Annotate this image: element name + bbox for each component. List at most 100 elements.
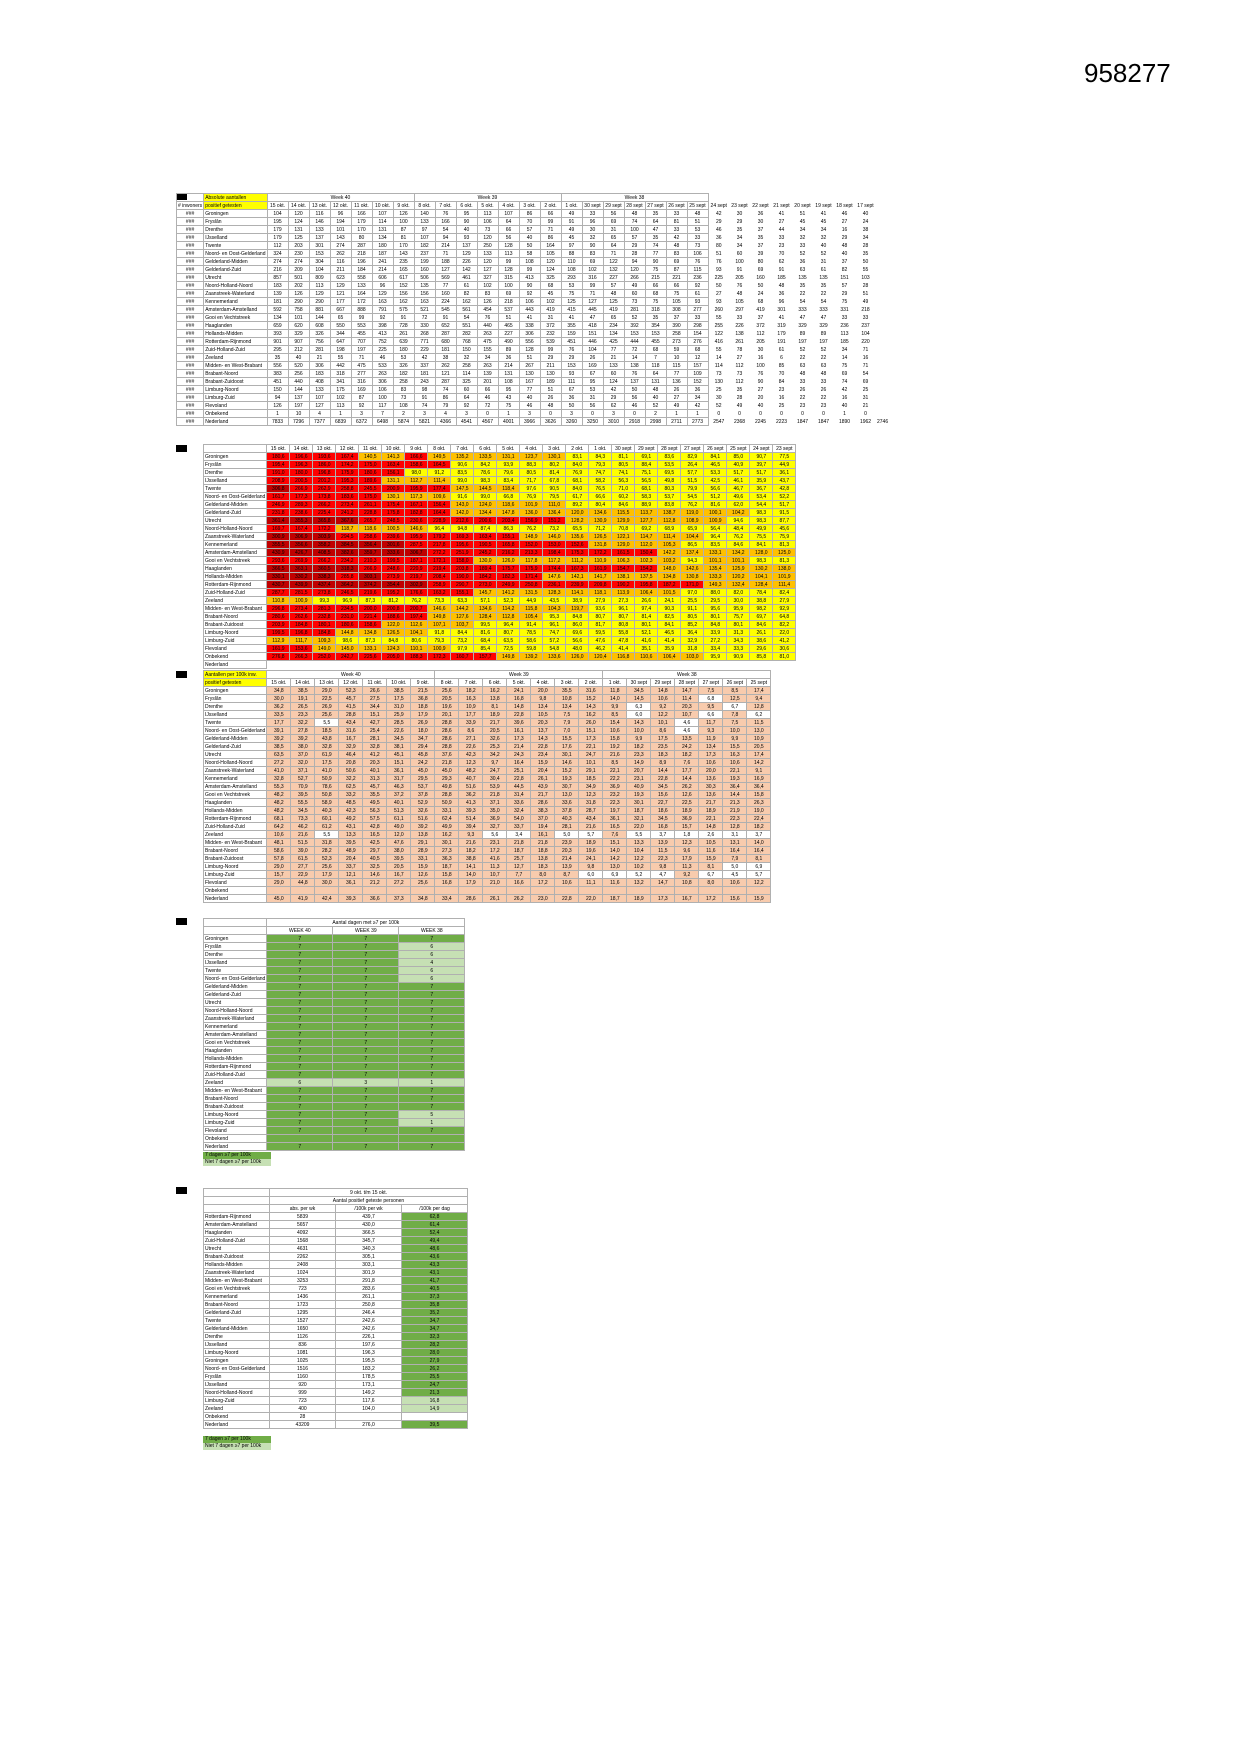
- heat-cell: 49,8: [657, 476, 682, 485]
- heat-cell: 82,0: [726, 588, 751, 597]
- value-cell: 114: [714, 362, 723, 369]
- heat-cell: 239,9: [565, 580, 590, 589]
- value-cell: 8,0: [530, 870, 556, 879]
- heat-cell: 273,8: [312, 588, 337, 597]
- table-row: IJsselland 7 7 4: [202, 958, 466, 967]
- value-cell: 114: [455, 369, 478, 378]
- value-cell: 10: [665, 353, 688, 362]
- value-cell: 2711: [665, 417, 688, 426]
- value-cell: 87: [665, 265, 688, 274]
- value-cell: 51: [715, 250, 722, 257]
- heat-cell: 130,1: [542, 452, 567, 461]
- heat-cell: 69,7: [749, 612, 774, 621]
- value-cell: 234: [602, 321, 625, 330]
- per100k-week-cell: 283,6: [335, 1284, 402, 1293]
- date-header: 3 okt.: [554, 678, 580, 687]
- table-row: Twente 1527 242,6 34,7: [203, 1316, 468, 1325]
- value-cell: 37,8: [410, 790, 436, 799]
- heat-cell: 161,7: [266, 492, 291, 501]
- week-header: WEEK 40: [266, 926, 334, 935]
- heat-cell: 103,2: [657, 556, 682, 565]
- value-cell: 46: [841, 210, 848, 217]
- heat-cell: 196,8: [289, 628, 314, 637]
- value-cell: 55: [715, 314, 722, 321]
- value-cell: 857: [266, 273, 289, 282]
- value-cell: 6: [780, 354, 783, 361]
- heat-cell: 74,7: [588, 468, 613, 477]
- value-cell: 164: [539, 241, 562, 250]
- days-cell: 7: [266, 1110, 334, 1119]
- value-cell: 15,1: [386, 758, 412, 767]
- heat-cell: 269,9: [289, 556, 314, 565]
- value-cell: 64: [644, 217, 667, 226]
- value-cell: 17,6: [554, 742, 580, 751]
- region-name: Gelderland-Midden: [202, 500, 268, 509]
- value-cell: 0: [801, 410, 804, 417]
- heat-cell: 80,1: [703, 612, 728, 621]
- abs-cell: 920: [269, 1380, 336, 1389]
- date-header: 30 sept: [581, 201, 604, 210]
- heat-cell: 22,0: [772, 628, 797, 637]
- value-cell: 0: [759, 410, 762, 417]
- date-header: 14 okt.: [287, 201, 310, 210]
- value-cell: 10,6: [722, 878, 748, 887]
- region-name: Nederland: [202, 894, 268, 903]
- value-cell: 94: [266, 393, 289, 402]
- value-cell: 146: [308, 217, 331, 226]
- heat-cell: 76,9: [519, 492, 544, 501]
- value-cell: 99: [497, 257, 520, 266]
- value-cell: 15,8: [434, 870, 460, 879]
- table-row: Hollands-Midden 48,2 34,5 40,3 42,3 56,3 51,3 3…: [202, 806, 772, 815]
- value-cell: 28: [623, 249, 646, 258]
- value-cell: 22,8: [530, 742, 556, 751]
- table-row: ### Groningen 104 120 116 96 166 107 126 140 76 95 1…: [175, 209, 890, 218]
- value-cell: 29,1: [410, 838, 436, 847]
- row-prefix: ###: [175, 241, 205, 250]
- value-cell: 63: [799, 362, 806, 369]
- heat-cell: 303,1: [358, 572, 383, 581]
- heat-cell: 112,8: [657, 516, 682, 525]
- value-cell: 61: [820, 266, 827, 273]
- value-cell: 13,8: [410, 830, 436, 839]
- value-cell: 211: [539, 361, 562, 370]
- region-name: Brabant-Zuidoost: [203, 377, 268, 386]
- value-cell: 106: [371, 385, 394, 394]
- value-cell: 159: [560, 329, 583, 338]
- heat-cell: 355,3: [289, 516, 314, 525]
- heat-cell: 86,0: [565, 620, 590, 629]
- value-cell: 19,3: [554, 774, 580, 783]
- heat-cell: 84,0: [565, 460, 590, 469]
- value-cell: 4001: [497, 417, 520, 426]
- value-cell: 73: [736, 370, 743, 377]
- value-cell: 50: [623, 385, 646, 394]
- value-cell: 295: [266, 345, 289, 354]
- heat-cell: 86,3: [496, 524, 521, 533]
- value-cell: [338, 886, 364, 895]
- date-header: 25 sept: [726, 444, 751, 453]
- heat-cell: 95,9: [703, 652, 728, 661]
- value-cell: 3626: [539, 417, 562, 426]
- value-cell: 51: [518, 353, 541, 362]
- value-cell: 8,6: [650, 726, 676, 735]
- region-name: Brabant-Noord: [202, 846, 268, 855]
- heat-cell: 27,9: [588, 596, 613, 605]
- value-cell: 76: [686, 257, 709, 266]
- days-over-threshold-table: Aantal dagen met ≥7 per 100k WEEK 40 WEEK …: [202, 918, 466, 1151]
- value-cell: 0: [623, 409, 646, 418]
- value-cell: 35,0: [482, 806, 508, 815]
- value-cell: 130: [518, 369, 541, 378]
- region-name: Gooi en Vechtstreek: [202, 556, 268, 565]
- days-cell: 7: [266, 998, 334, 1007]
- value-cell: 520: [287, 361, 310, 370]
- value-cell: 446: [581, 337, 604, 346]
- region-name: Noord-Holland-Noord: [203, 281, 268, 290]
- heat-cell: 33,3: [726, 644, 751, 653]
- table-row: ### Utrecht 857 501 809 623 558 606 617 506 569 461…: [175, 273, 890, 282]
- heat-cell: 143,0: [450, 500, 475, 509]
- heat-cell: 188,6: [381, 612, 406, 621]
- heat-cell: 52,1: [634, 628, 659, 637]
- heat-cell: 80,5: [680, 612, 705, 621]
- value-cell: 181: [434, 345, 457, 354]
- heat-cell: 107,1: [427, 620, 452, 629]
- value-cell: 100: [623, 225, 646, 234]
